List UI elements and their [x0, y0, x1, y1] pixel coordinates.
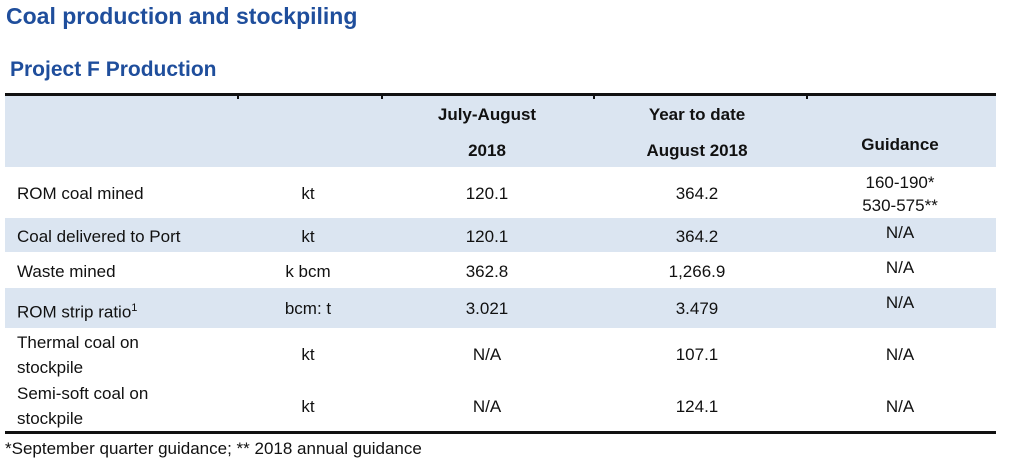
header-ytd-line1: Year to date — [648, 105, 746, 124]
row-ytd-value: 364.2 — [675, 184, 719, 203]
row-label: ROM strip ratio1 — [17, 296, 137, 325]
row-ytd-value: 364.2 — [675, 227, 719, 246]
row-unit: kt — [301, 227, 315, 246]
header-period-line1: July-August — [437, 105, 537, 124]
column-tick — [806, 93, 808, 99]
row-period-value: 120.1 — [465, 184, 509, 203]
row-guidance: N/A — [885, 293, 915, 312]
row-label-line1: Semi-soft coal on — [17, 384, 149, 403]
row-band — [5, 218, 996, 252]
row-label-line2: stockpile — [17, 409, 84, 428]
header-guidance: Guidance — [861, 135, 939, 154]
row-ytd-value: 107.1 — [675, 345, 719, 364]
row-unit: bcm: t — [284, 299, 332, 318]
row-unit: kt — [301, 184, 315, 203]
row-ytd-value: 3.479 — [675, 299, 719, 318]
row-period-value: N/A — [472, 345, 502, 364]
row-unit: k bcm — [285, 262, 331, 281]
column-tick — [381, 93, 383, 99]
top-rule — [5, 93, 996, 96]
row-label: Coal delivered to Port — [17, 227, 181, 246]
row-guidance-line2: 530-575** — [862, 196, 938, 215]
header-background — [5, 96, 996, 167]
row-guidance-line1: 160-190* — [865, 173, 935, 192]
header-period-line2: 2018 — [468, 141, 506, 160]
column-tick — [237, 93, 239, 99]
row-unit: kt — [301, 397, 315, 416]
column-tick — [593, 93, 595, 99]
bottom-rule — [5, 431, 996, 434]
row-label-line2: stockpile — [17, 358, 84, 377]
row-guidance: N/A — [885, 397, 915, 416]
row-period-value: 3.021 — [465, 299, 509, 318]
row-label-line1: Thermal coal on — [17, 333, 139, 352]
row-label: Waste mined — [17, 262, 116, 281]
row-guidance: N/A — [885, 223, 915, 242]
row-ytd-value: 1,266.9 — [668, 262, 726, 281]
row-period-value: N/A — [472, 397, 502, 416]
header-ytd-line2: August 2018 — [646, 141, 748, 160]
footnote-marker: 1 — [131, 302, 138, 314]
footnote: *September quarter guidance; ** 2018 ann… — [5, 439, 422, 458]
row-period-value: 362.8 — [465, 262, 509, 281]
row-band — [5, 288, 996, 328]
row-guidance: N/A — [885, 258, 915, 277]
row-ytd-value: 124.1 — [675, 397, 719, 416]
row-label-text: ROM strip ratio — [17, 302, 132, 322]
table-title: Project F Production — [10, 58, 217, 81]
row-guidance: N/A — [885, 345, 915, 364]
row-period-value: 120.1 — [465, 227, 509, 246]
row-unit: kt — [301, 345, 315, 364]
page-title: Coal production and stockpiling — [6, 3, 358, 29]
row-label: ROM coal mined — [17, 184, 144, 203]
